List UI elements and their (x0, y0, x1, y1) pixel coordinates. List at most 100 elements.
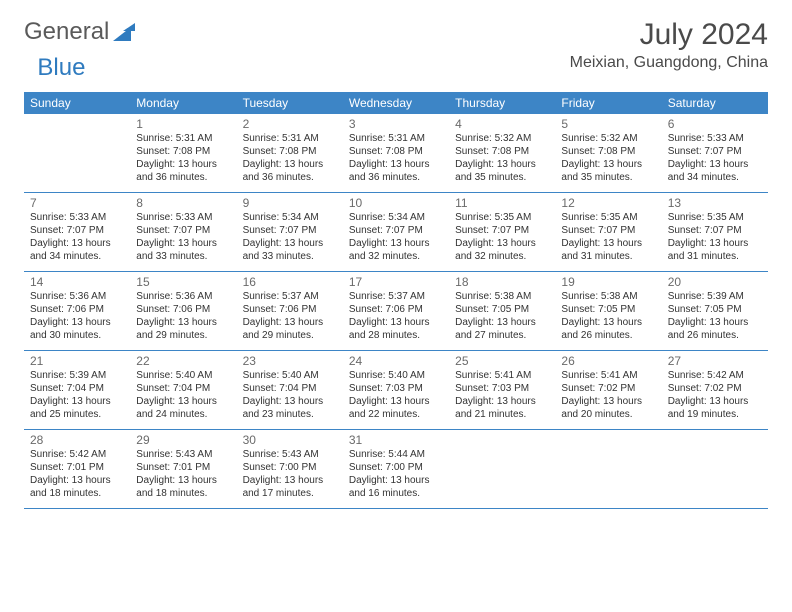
day-cell: 7Sunrise: 5:33 AMSunset: 7:07 PMDaylight… (24, 193, 130, 271)
day-cell: 11Sunrise: 5:35 AMSunset: 7:07 PMDayligh… (449, 193, 555, 271)
day-info: Sunrise: 5:43 AMSunset: 7:01 PMDaylight:… (136, 448, 230, 500)
day-info: Sunrise: 5:39 AMSunset: 7:04 PMDaylight:… (30, 369, 124, 421)
day-cell: 31Sunrise: 5:44 AMSunset: 7:00 PMDayligh… (343, 430, 449, 508)
day-number: 1 (136, 117, 230, 131)
day-number: 11 (455, 196, 549, 210)
day-cell: 2Sunrise: 5:31 AMSunset: 7:08 PMDaylight… (237, 114, 343, 192)
day-number: 16 (243, 275, 337, 289)
day-number: 27 (668, 354, 762, 368)
day-info: Sunrise: 5:37 AMSunset: 7:06 PMDaylight:… (243, 290, 337, 342)
day-info: Sunrise: 5:37 AMSunset: 7:06 PMDaylight:… (349, 290, 443, 342)
day-info: Sunrise: 5:36 AMSunset: 7:06 PMDaylight:… (136, 290, 230, 342)
day-number: 13 (668, 196, 762, 210)
day-cell (555, 430, 661, 508)
day-header: Friday (555, 92, 661, 114)
day-info: Sunrise: 5:36 AMSunset: 7:06 PMDaylight:… (30, 290, 124, 342)
day-info: Sunrise: 5:40 AMSunset: 7:04 PMDaylight:… (243, 369, 337, 421)
day-header: Thursday (449, 92, 555, 114)
day-number: 10 (349, 196, 443, 210)
day-number: 25 (455, 354, 549, 368)
day-info: Sunrise: 5:34 AMSunset: 7:07 PMDaylight:… (243, 211, 337, 263)
day-number: 9 (243, 196, 337, 210)
day-cell: 3Sunrise: 5:31 AMSunset: 7:08 PMDaylight… (343, 114, 449, 192)
day-number: 28 (30, 433, 124, 447)
day-cell: 5Sunrise: 5:32 AMSunset: 7:08 PMDaylight… (555, 114, 661, 192)
day-info: Sunrise: 5:42 AMSunset: 7:02 PMDaylight:… (668, 369, 762, 421)
day-info: Sunrise: 5:31 AMSunset: 7:08 PMDaylight:… (349, 132, 443, 184)
day-number: 17 (349, 275, 443, 289)
day-cell: 22Sunrise: 5:40 AMSunset: 7:04 PMDayligh… (130, 351, 236, 429)
day-info: Sunrise: 5:31 AMSunset: 7:08 PMDaylight:… (243, 132, 337, 184)
day-cell: 16Sunrise: 5:37 AMSunset: 7:06 PMDayligh… (237, 272, 343, 350)
day-cell: 28Sunrise: 5:42 AMSunset: 7:01 PMDayligh… (24, 430, 130, 508)
logo: General (24, 18, 137, 46)
day-header: Tuesday (237, 92, 343, 114)
logo-text-2: Blue (37, 54, 85, 82)
week-row: 14Sunrise: 5:36 AMSunset: 7:06 PMDayligh… (24, 272, 768, 351)
day-cell: 4Sunrise: 5:32 AMSunset: 7:08 PMDaylight… (449, 114, 555, 192)
day-cell: 18Sunrise: 5:38 AMSunset: 7:05 PMDayligh… (449, 272, 555, 350)
week-row: 7Sunrise: 5:33 AMSunset: 7:07 PMDaylight… (24, 193, 768, 272)
day-cell: 1Sunrise: 5:31 AMSunset: 7:08 PMDaylight… (130, 114, 236, 192)
day-info: Sunrise: 5:42 AMSunset: 7:01 PMDaylight:… (30, 448, 124, 500)
title-block: July 2024 Meixian, Guangdong, China (570, 18, 768, 72)
day-cell: 10Sunrise: 5:34 AMSunset: 7:07 PMDayligh… (343, 193, 449, 271)
day-cell: 25Sunrise: 5:41 AMSunset: 7:03 PMDayligh… (449, 351, 555, 429)
logo-text-1: General (24, 18, 109, 46)
day-number: 2 (243, 117, 337, 131)
day-number: 31 (349, 433, 443, 447)
day-info: Sunrise: 5:31 AMSunset: 7:08 PMDaylight:… (136, 132, 230, 184)
day-cell: 24Sunrise: 5:40 AMSunset: 7:03 PMDayligh… (343, 351, 449, 429)
day-cell: 15Sunrise: 5:36 AMSunset: 7:06 PMDayligh… (130, 272, 236, 350)
day-number: 4 (455, 117, 549, 131)
day-info: Sunrise: 5:38 AMSunset: 7:05 PMDaylight:… (561, 290, 655, 342)
day-info: Sunrise: 5:33 AMSunset: 7:07 PMDaylight:… (136, 211, 230, 263)
day-cell: 20Sunrise: 5:39 AMSunset: 7:05 PMDayligh… (662, 272, 768, 350)
day-number: 5 (561, 117, 655, 131)
day-cell: 29Sunrise: 5:43 AMSunset: 7:01 PMDayligh… (130, 430, 236, 508)
day-info: Sunrise: 5:41 AMSunset: 7:03 PMDaylight:… (455, 369, 549, 421)
week-row: 21Sunrise: 5:39 AMSunset: 7:04 PMDayligh… (24, 351, 768, 430)
day-number: 8 (136, 196, 230, 210)
day-number: 3 (349, 117, 443, 131)
calendar: SundayMondayTuesdayWednesdayThursdayFrid… (24, 92, 768, 509)
day-cell: 14Sunrise: 5:36 AMSunset: 7:06 PMDayligh… (24, 272, 130, 350)
day-cell: 21Sunrise: 5:39 AMSunset: 7:04 PMDayligh… (24, 351, 130, 429)
day-info: Sunrise: 5:35 AMSunset: 7:07 PMDaylight:… (561, 211, 655, 263)
day-number: 26 (561, 354, 655, 368)
day-cell: 12Sunrise: 5:35 AMSunset: 7:07 PMDayligh… (555, 193, 661, 271)
day-cell: 23Sunrise: 5:40 AMSunset: 7:04 PMDayligh… (237, 351, 343, 429)
day-cell (662, 430, 768, 508)
day-number: 30 (243, 433, 337, 447)
day-number: 22 (136, 354, 230, 368)
day-number: 24 (349, 354, 443, 368)
week-row: 1Sunrise: 5:31 AMSunset: 7:08 PMDaylight… (24, 114, 768, 193)
day-info: Sunrise: 5:43 AMSunset: 7:00 PMDaylight:… (243, 448, 337, 500)
day-header-row: SundayMondayTuesdayWednesdayThursdayFrid… (24, 92, 768, 114)
day-cell (24, 114, 130, 192)
day-cell: 19Sunrise: 5:38 AMSunset: 7:05 PMDayligh… (555, 272, 661, 350)
day-cell: 9Sunrise: 5:34 AMSunset: 7:07 PMDaylight… (237, 193, 343, 271)
day-info: Sunrise: 5:38 AMSunset: 7:05 PMDaylight:… (455, 290, 549, 342)
month-title: July 2024 (570, 18, 768, 52)
day-header: Monday (130, 92, 236, 114)
day-number: 14 (30, 275, 124, 289)
day-number: 7 (30, 196, 124, 210)
day-cell: 13Sunrise: 5:35 AMSunset: 7:07 PMDayligh… (662, 193, 768, 271)
day-number: 18 (455, 275, 549, 289)
day-cell: 30Sunrise: 5:43 AMSunset: 7:00 PMDayligh… (237, 430, 343, 508)
day-header: Saturday (662, 92, 768, 114)
day-info: Sunrise: 5:33 AMSunset: 7:07 PMDaylight:… (30, 211, 124, 263)
day-number: 12 (561, 196, 655, 210)
day-info: Sunrise: 5:32 AMSunset: 7:08 PMDaylight:… (561, 132, 655, 184)
day-info: Sunrise: 5:33 AMSunset: 7:07 PMDaylight:… (668, 132, 762, 184)
day-number: 6 (668, 117, 762, 131)
day-info: Sunrise: 5:40 AMSunset: 7:04 PMDaylight:… (136, 369, 230, 421)
day-info: Sunrise: 5:35 AMSunset: 7:07 PMDaylight:… (455, 211, 549, 263)
location: Meixian, Guangdong, China (570, 54, 768, 72)
day-info: Sunrise: 5:34 AMSunset: 7:07 PMDaylight:… (349, 211, 443, 263)
day-info: Sunrise: 5:32 AMSunset: 7:08 PMDaylight:… (455, 132, 549, 184)
day-info: Sunrise: 5:41 AMSunset: 7:02 PMDaylight:… (561, 369, 655, 421)
day-info: Sunrise: 5:39 AMSunset: 7:05 PMDaylight:… (668, 290, 762, 342)
day-info: Sunrise: 5:40 AMSunset: 7:03 PMDaylight:… (349, 369, 443, 421)
